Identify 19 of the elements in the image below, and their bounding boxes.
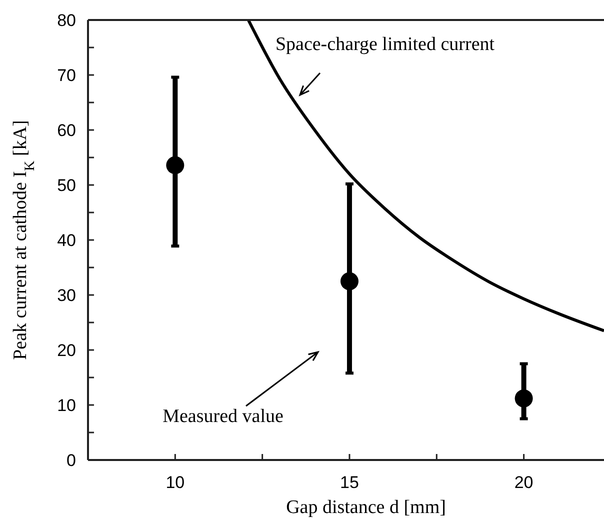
line-series [246,20,604,332]
y-tick-label: 50 [57,176,76,195]
y-tick-label: 0 [66,450,76,470]
annotation: Measured value [162,406,284,427]
x-tick-label: 15 [340,473,359,492]
point [340,272,358,290]
x-axis-title: Gap distance d [mm] [286,497,446,518]
y-tick-label: 80 [57,10,76,30]
point [166,156,184,174]
point [514,389,533,408]
x-tick-label: 20 [514,473,534,492]
y-tick-label: 70 [57,66,76,85]
y-tick-label: 10 [57,396,76,415]
y-tick-label: 30 [57,286,76,305]
y-tick-label: 40 [57,230,76,250]
x-tick-label: 10 [166,473,185,492]
annotation: Space-charge limited current [275,34,496,55]
y-tick-label: 20 [57,340,76,360]
y-tick-label: 60 [57,120,76,140]
